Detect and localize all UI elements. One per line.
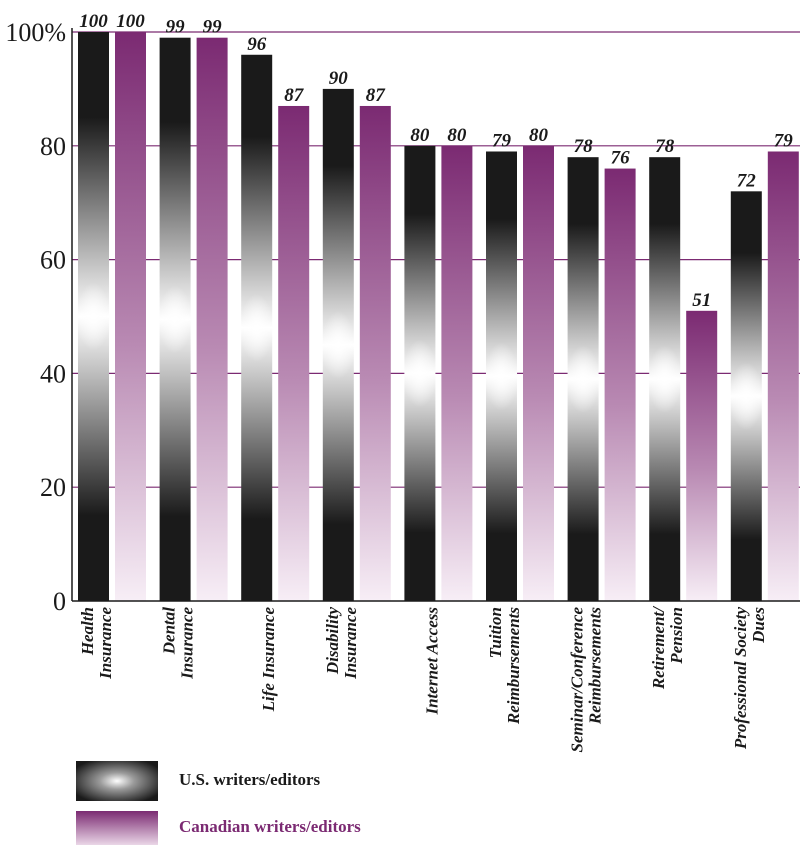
bar-highlight bbox=[158, 285, 193, 354]
bar-canada bbox=[604, 168, 636, 601]
bar-canada bbox=[115, 32, 146, 601]
category-label: Retirement/Pension bbox=[649, 605, 686, 690]
value-label-us: 96 bbox=[247, 34, 267, 55]
category-label: Life Insurance bbox=[259, 607, 278, 713]
value-label-us: 80 bbox=[410, 125, 430, 146]
value-label-canada: 100 bbox=[116, 11, 145, 32]
x-axis: Health Insurance Dental Insurance Life Insur… bbox=[78, 605, 768, 753]
y-tick-label: 100% bbox=[5, 18, 66, 47]
category-label-line: Dental bbox=[160, 607, 179, 656]
category-label-line: Pension bbox=[667, 607, 686, 665]
bar-highlight bbox=[484, 342, 519, 411]
value-labels: 100 100 99 99 96 87 90 87 80 80 79 80 78 76 78 51 72 79 bbox=[79, 11, 793, 311]
value-label-us: 72 bbox=[737, 170, 757, 191]
value-label-canada: 80 bbox=[529, 125, 549, 146]
bar-highlight bbox=[647, 345, 682, 414]
bar-highlight bbox=[566, 345, 601, 414]
category-label: Dental Insurance bbox=[160, 607, 197, 680]
value-label-canada: 80 bbox=[447, 125, 467, 146]
category-label-line: Reimbursements bbox=[586, 607, 605, 726]
category-label: Professional Society Dues bbox=[731, 607, 768, 751]
legend-label-canada: Canadian writers/editors bbox=[179, 817, 361, 836]
y-tick-label: 60 bbox=[40, 246, 66, 275]
bars bbox=[76, 32, 799, 602]
category-label-line: Insurance bbox=[341, 607, 360, 680]
category-label-line: Disability bbox=[323, 607, 342, 676]
value-label-canada: 87 bbox=[366, 85, 387, 106]
value-label-canada: 87 bbox=[284, 85, 305, 106]
bar-highlight bbox=[321, 310, 356, 379]
bar-highlight bbox=[239, 293, 274, 362]
legend-label-us: U.S. writers/editors bbox=[179, 770, 321, 789]
category-label-line: Insurance bbox=[178, 607, 197, 680]
value-label-us: 100 bbox=[79, 11, 108, 32]
category-label-line: Insurance bbox=[96, 607, 115, 680]
category-label-line: Seminar/Conference bbox=[568, 607, 587, 753]
bar-canada bbox=[196, 37, 228, 601]
y-tick-label: 40 bbox=[40, 359, 66, 388]
value-label-canada: 79 bbox=[774, 130, 794, 151]
category-label: Tuition Reimbursements bbox=[486, 607, 523, 726]
value-label-canada: 51 bbox=[692, 290, 711, 311]
legend-swatch-us bbox=[76, 761, 158, 801]
bar-highlight bbox=[402, 339, 437, 408]
category-label: Disability Insurance bbox=[323, 607, 360, 680]
value-label-us: 99 bbox=[166, 17, 186, 38]
bar-highlight bbox=[729, 362, 764, 431]
category-label-line: Professional Society bbox=[731, 607, 750, 751]
value-label-us: 90 bbox=[329, 68, 349, 89]
bar-canada bbox=[767, 151, 799, 602]
category-label-line: Reimbursements bbox=[504, 607, 523, 726]
category-label-line: Dues bbox=[749, 607, 768, 644]
category-label: Seminar/Conference Reimbursements bbox=[568, 607, 605, 753]
category-label-line: Health bbox=[78, 607, 97, 656]
category-label-line: Internet Access bbox=[422, 607, 441, 716]
y-axis: 100% 80 60 40 20 0 bbox=[5, 18, 66, 616]
category-label: Internet Access bbox=[422, 607, 441, 716]
y-tick-label: 80 bbox=[40, 132, 66, 161]
category-label-line: Tuition bbox=[486, 607, 505, 658]
bar-canada bbox=[441, 145, 473, 602]
value-label-canada: 76 bbox=[611, 148, 631, 169]
bar-canada bbox=[278, 105, 310, 601]
value-label-us: 78 bbox=[655, 136, 675, 157]
value-label-us: 78 bbox=[574, 136, 594, 157]
y-tick-label: 20 bbox=[40, 473, 66, 502]
value-label-us: 79 bbox=[492, 130, 512, 151]
y-tick-label: 0 bbox=[53, 587, 66, 616]
bar-canada bbox=[686, 310, 718, 601]
bar-canada bbox=[523, 145, 554, 602]
bar-canada bbox=[359, 105, 391, 601]
category-label-line: Retirement/ bbox=[649, 605, 668, 690]
category-label: Health Insurance bbox=[78, 607, 115, 680]
category-label-line: Life Insurance bbox=[259, 607, 278, 713]
bar-highlight bbox=[76, 282, 111, 351]
legend-swatch-canada bbox=[76, 811, 158, 845]
value-label-canada: 99 bbox=[203, 17, 223, 38]
